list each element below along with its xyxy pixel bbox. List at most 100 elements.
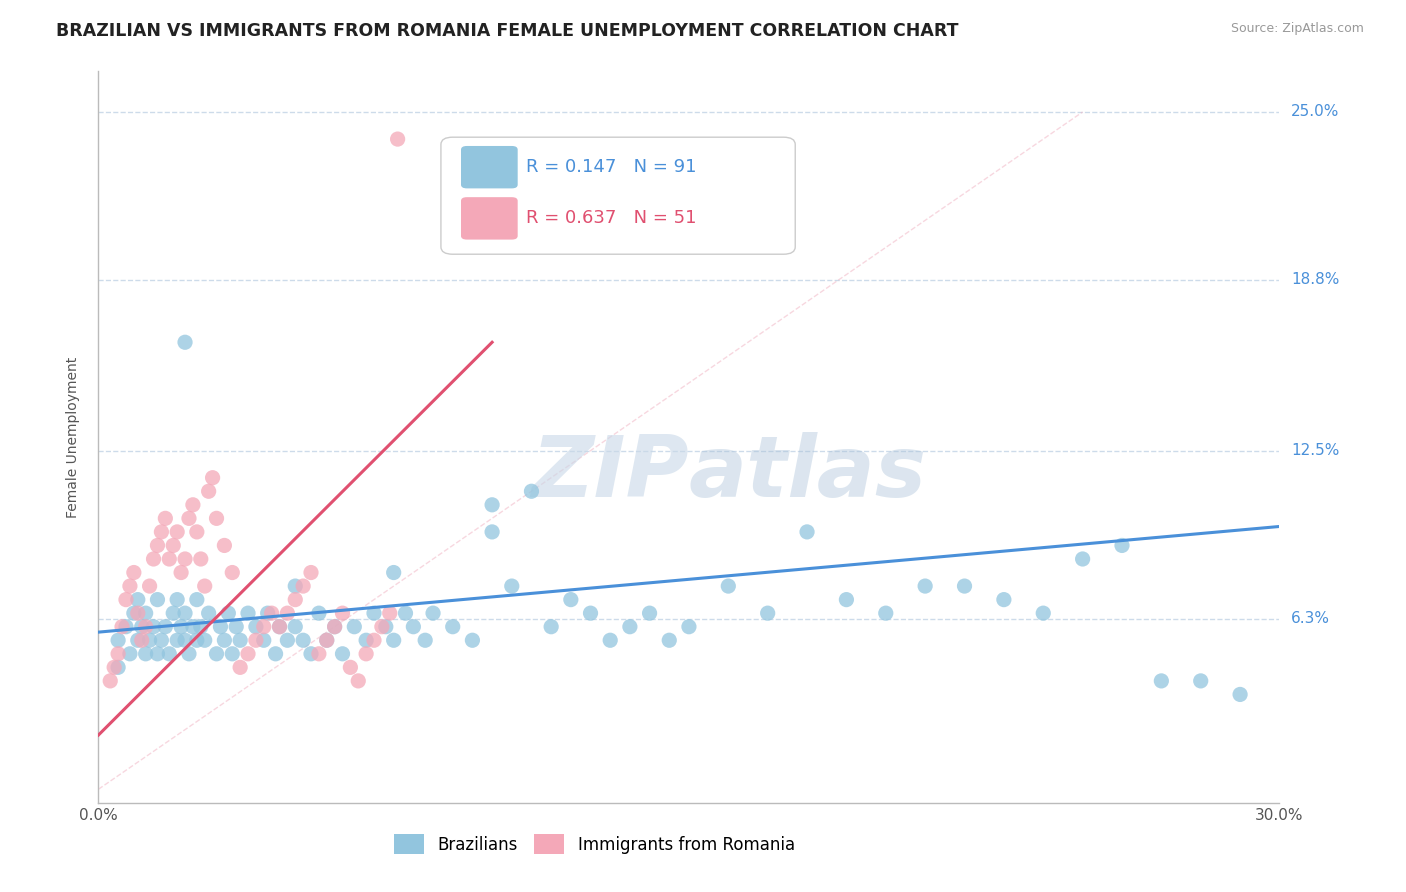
Point [181, 498, 204, 512]
Point [225, 620, 247, 634]
Point [540, 620, 562, 634]
Text: BRAZILIAN VS IMMIGRANTS FROM ROMANIA FEMALE UNEMPLOYMENT CORRELATION CHART: BRAZILIAN VS IMMIGRANTS FROM ROMANIA FEM… [56, 22, 959, 40]
Point [619, 620, 641, 634]
Point [354, 647, 377, 661]
Point [118, 579, 141, 593]
Point [205, 511, 228, 525]
Point [245, 633, 267, 648]
Point [387, 132, 409, 146]
Point [146, 538, 169, 552]
Point [501, 579, 523, 593]
Point [323, 620, 346, 634]
Point [343, 620, 366, 634]
Point [394, 606, 416, 620]
Point [197, 606, 219, 620]
Point [157, 552, 180, 566]
FancyBboxPatch shape [461, 146, 517, 188]
Point [236, 647, 259, 661]
Text: 18.8%: 18.8% [1291, 272, 1340, 287]
Point [115, 620, 138, 634]
Point [107, 647, 129, 661]
Point [157, 647, 180, 661]
Point [323, 620, 346, 634]
Point [174, 335, 197, 350]
Point [678, 620, 700, 634]
Point [155, 511, 177, 525]
Point [638, 606, 661, 620]
Point [174, 606, 197, 620]
Text: 12.5%: 12.5% [1291, 443, 1340, 458]
Legend: Brazilians, Immigrants from Romania: Brazilians, Immigrants from Romania [388, 828, 801, 860]
Point [135, 606, 157, 620]
Point [413, 633, 436, 648]
Point [142, 620, 165, 634]
Point [579, 606, 602, 620]
Point [1071, 552, 1094, 566]
Point [177, 511, 200, 525]
Point [993, 592, 1015, 607]
Point [122, 606, 145, 620]
Point [186, 633, 208, 648]
Point [236, 606, 259, 620]
Point [835, 592, 858, 607]
FancyBboxPatch shape [441, 137, 796, 254]
Point [194, 633, 217, 648]
Point [186, 524, 208, 539]
Point [166, 524, 188, 539]
Point [378, 606, 401, 620]
Point [135, 647, 157, 661]
Point [186, 592, 208, 607]
Point [292, 633, 315, 648]
Point [162, 606, 184, 620]
Point [315, 633, 337, 648]
Point [269, 620, 291, 634]
Point [146, 592, 169, 607]
Point [221, 566, 243, 580]
Point [127, 592, 149, 607]
Point [264, 647, 287, 661]
Point [221, 647, 243, 661]
Point [520, 484, 543, 499]
Point [155, 620, 177, 634]
Point [205, 647, 228, 661]
Point [441, 620, 464, 634]
Point [229, 660, 252, 674]
Point [177, 647, 200, 661]
Text: 6.3%: 6.3% [1291, 611, 1330, 626]
Text: R = 0.147   N = 91: R = 0.147 N = 91 [526, 158, 696, 177]
Point [332, 647, 354, 661]
Point [315, 633, 337, 648]
Point [481, 498, 503, 512]
Point [127, 633, 149, 648]
Point [217, 606, 239, 620]
Text: 25.0%: 25.0% [1291, 104, 1340, 120]
Point [308, 647, 330, 661]
Point [253, 620, 276, 634]
Point [308, 606, 330, 620]
Point [1150, 673, 1173, 688]
Point [181, 620, 204, 634]
Point [190, 620, 212, 634]
Point [875, 606, 897, 620]
Point [354, 633, 377, 648]
Point [190, 552, 212, 566]
Point [107, 633, 129, 648]
Point [162, 538, 184, 552]
Point [332, 606, 354, 620]
Point [560, 592, 582, 607]
Point [118, 647, 141, 661]
Point [276, 633, 298, 648]
Point [166, 633, 188, 648]
Point [166, 592, 188, 607]
Text: R = 0.637   N = 51: R = 0.637 N = 51 [526, 210, 696, 227]
Point [150, 633, 173, 648]
Point [131, 620, 153, 634]
Text: Source: ZipAtlas.com: Source: ZipAtlas.com [1230, 22, 1364, 36]
Point [1229, 688, 1251, 702]
Point [103, 660, 125, 674]
Point [284, 579, 307, 593]
Point [374, 620, 396, 634]
Point [98, 673, 121, 688]
Point [197, 484, 219, 499]
Point [146, 647, 169, 661]
